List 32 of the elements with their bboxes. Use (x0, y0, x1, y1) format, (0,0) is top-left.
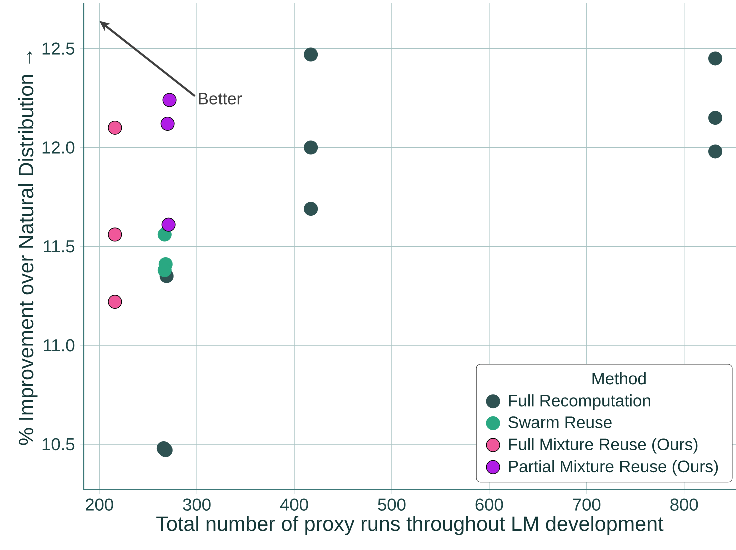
x-tick-label: 400 (280, 498, 308, 511)
legend-label: Swarm Reuse (508, 416, 612, 428)
x-axis-title: Total number of proxy runs throughout LM development (156, 516, 664, 536)
point (160, 117, 175, 132)
y-tick-label: 11.5 (44, 240, 75, 253)
point (708, 52, 723, 66)
x-tick-label: 300 (183, 498, 211, 511)
x-tick-label: 500 (378, 498, 406, 511)
legend-title: Method (592, 372, 646, 385)
y-tick-label: 12.5 (42, 42, 75, 55)
y-tick-label: 11.0 (44, 339, 75, 352)
point (708, 111, 723, 126)
point (108, 120, 122, 135)
point (108, 295, 122, 310)
point (708, 144, 723, 159)
legend-label: Partial Mixture Reuse (Ours) (509, 460, 718, 476)
point (304, 202, 318, 216)
point (108, 228, 122, 242)
legend-label: Full Recomputation (509, 394, 650, 410)
y-tick-label: 10.5 (42, 438, 75, 451)
point (162, 218, 176, 232)
y-tick-label: 12.0 (42, 142, 75, 154)
annotation: Better (199, 93, 242, 105)
x-tick-label: 200 (86, 498, 114, 511)
point (304, 48, 318, 62)
legend-label: Full Mixture Reuse (Ours) (509, 438, 698, 454)
y-axis-title: % Improvement over Natural Distribution → (18, 52, 38, 446)
x-tick-label: 600 (476, 498, 504, 511)
x-tick-label: 800 (670, 498, 698, 511)
x-tick-label: 700 (573, 498, 601, 511)
point (162, 93, 177, 108)
point (304, 140, 318, 155)
